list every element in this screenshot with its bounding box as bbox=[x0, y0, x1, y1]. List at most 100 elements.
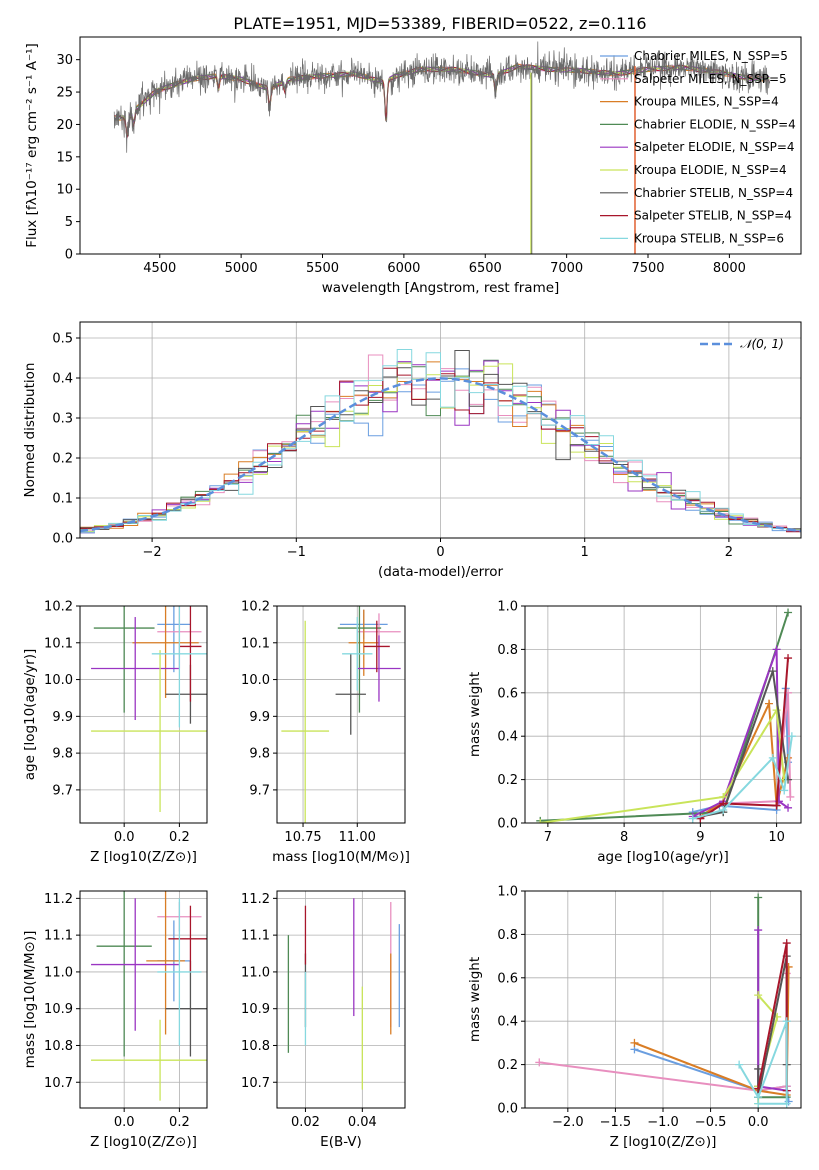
y-tick-label: 10.7 bbox=[44, 1076, 73, 1091]
weight-lines bbox=[536, 608, 796, 823]
x-tick-label: 0.2 bbox=[169, 830, 190, 845]
x-tick-label: 0.2 bbox=[169, 1115, 190, 1130]
y-tick-label: 0.4 bbox=[52, 372, 73, 387]
y-tick-label: 10.0 bbox=[241, 673, 270, 688]
legend-entry: Salpeter ELODIE, N_SSP=4 bbox=[634, 140, 795, 154]
weight-series-5-line bbox=[540, 707, 786, 823]
x-tick-label: 11.00 bbox=[339, 830, 376, 845]
y-tick-label: 0.8 bbox=[497, 928, 518, 943]
x-tick-label: 10.75 bbox=[284, 830, 321, 845]
y-tick-label: 0.6 bbox=[497, 686, 518, 701]
y-tick-label: 5 bbox=[65, 215, 73, 230]
y-tick-label: 10.2 bbox=[241, 600, 270, 615]
weight-point-marker bbox=[782, 1017, 791, 1026]
observed-spectrum-line bbox=[113, 41, 771, 153]
weight-point-marker bbox=[784, 803, 793, 812]
x-tick-label: 7 bbox=[544, 830, 552, 845]
y-tick-label: 11.2 bbox=[241, 892, 270, 907]
y-tick-label: 0 bbox=[65, 248, 73, 263]
x-tick-label: −1.0 bbox=[647, 1115, 679, 1130]
weight-point-marker bbox=[772, 645, 781, 654]
x-axis-label: E(B-V) bbox=[320, 1134, 362, 1150]
x-tick-label: 7500 bbox=[631, 261, 664, 276]
y-tick-label: 0.1 bbox=[52, 492, 73, 507]
y-tick-label: 11.1 bbox=[44, 929, 73, 944]
x-axis-label: mass [log10(M/M⊙)] bbox=[272, 849, 410, 865]
spectrum-panel: 4500 5000 5500 6000 6500 7000 7500 8000 0 5 10 15 20… bbox=[24, 36, 802, 296]
x-tick-label: 6500 bbox=[469, 261, 502, 276]
y-tick-label: 9.8 bbox=[52, 747, 73, 762]
x-tick-label: −2 bbox=[143, 545, 162, 560]
weight-point-marker bbox=[782, 1099, 791, 1108]
weight-series-3-line bbox=[540, 612, 789, 822]
weight-series-6-line bbox=[757, 955, 788, 1098]
weight-point-marker bbox=[754, 926, 763, 935]
figure-title: PLATE=1951, MJD=53389, FIBERID=0522, z=0… bbox=[233, 14, 646, 33]
x-tick-label: −2.0 bbox=[552, 1115, 584, 1130]
y-tick-label: 0.0 bbox=[52, 532, 73, 547]
y-axis-label: mass weight bbox=[467, 672, 483, 757]
weight-point-marker bbox=[754, 991, 763, 1000]
weight-point-marker bbox=[536, 819, 545, 823]
y-tick-label: 10.0 bbox=[44, 673, 73, 688]
x-tick-label: 4500 bbox=[143, 261, 176, 276]
x-tick-label: −1.5 bbox=[600, 1115, 632, 1130]
plot-frame bbox=[79, 36, 802, 255]
y-tick-label: 0.2 bbox=[497, 773, 518, 788]
x-tick-label: 5000 bbox=[225, 261, 258, 276]
errorbar-group bbox=[287, 898, 400, 1090]
legend-entry: Chabrier STELIB, N_SSP=4 bbox=[634, 186, 793, 200]
legend-entry: Salpeter MILES, N_SSP=5 bbox=[634, 72, 787, 86]
z-age-panel: 0.0 0.2 9.7 9.8 9.9 10.0 10.1 10.2 Z [log10(Z/Z⊙… bbox=[22, 600, 208, 865]
y-tick-label: 9.7 bbox=[52, 783, 73, 798]
y-tick-label: 10.1 bbox=[241, 636, 270, 651]
y-axis-label: mass [log10(M/M⊙)] bbox=[22, 931, 38, 1069]
weight-point-marker bbox=[772, 801, 781, 810]
x-tick-label: 0.0 bbox=[114, 1115, 135, 1130]
x-tick-label: 7000 bbox=[550, 261, 583, 276]
y-tick-label: 0.0 bbox=[497, 817, 518, 832]
weight-series-2-line bbox=[699, 699, 789, 818]
y-tick-label: 11.0 bbox=[241, 965, 270, 980]
legend-entry: Kroupa ELODIE, N_SSP=4 bbox=[634, 163, 787, 177]
weight-point-marker bbox=[768, 667, 777, 676]
y-axis-label: Normed distribution bbox=[22, 363, 38, 498]
x-tick-label: 1 bbox=[581, 545, 589, 560]
weight-point-marker bbox=[719, 805, 728, 814]
x-tick-label: 0.0 bbox=[114, 830, 135, 845]
x-axis-label: age [log10(age/yr)] bbox=[597, 849, 729, 865]
x-tick-label: 8000 bbox=[713, 261, 746, 276]
y-axis-label: Flux [fλ10⁻¹⁷ erg cm⁻² s⁻¹ A⁻¹] bbox=[24, 43, 40, 248]
x-tick-label: 0.02 bbox=[291, 1115, 320, 1130]
y-tick-label: 10.8 bbox=[44, 1039, 73, 1054]
legend-entry: Kroupa MILES, N_SSP=4 bbox=[634, 95, 779, 109]
y-axis-label: age [log10(age/yr)] bbox=[22, 649, 38, 781]
x-tick-label: 0 bbox=[436, 545, 444, 560]
weight-point-marker bbox=[735, 1060, 744, 1069]
y-tick-label: 30 bbox=[56, 53, 73, 68]
y-tick-label: 0.4 bbox=[497, 1015, 518, 1030]
errorbar-group bbox=[91, 891, 207, 1101]
y-tick-label: 0.0 bbox=[497, 1102, 518, 1117]
weight-point-marker bbox=[754, 893, 763, 902]
errorbar-group bbox=[91, 606, 207, 812]
weight-series-7-line bbox=[699, 658, 789, 820]
weight-point-marker bbox=[535, 1058, 544, 1067]
weight-point-marker bbox=[786, 792, 795, 801]
mass-age-panel: 10.75 11.00 9.7 9.8 9.9 10.0 10.1 10.2 mass [log… bbox=[241, 600, 410, 866]
weight-series-7-line bbox=[757, 942, 788, 1091]
weight-point-marker bbox=[768, 753, 777, 762]
weight-point-marker bbox=[782, 939, 791, 948]
x-tick-label: −0.5 bbox=[695, 1115, 727, 1130]
y-tick-label: 11.2 bbox=[44, 892, 73, 907]
weight-point-marker bbox=[764, 699, 773, 708]
y-tick-label: 1.0 bbox=[497, 885, 518, 900]
residual-histogram-panel: −2 −1 0 1 2 0.0 0.1 0.2 0.3 0.4 0.5 (data-model)/er… bbox=[22, 321, 802, 580]
plot-frame bbox=[79, 605, 208, 824]
y-tick-label: 1.0 bbox=[497, 600, 518, 615]
y-tick-label: 10.8 bbox=[241, 1039, 270, 1054]
y-tick-label: 10.9 bbox=[44, 1002, 73, 1017]
x-tick-label: −1 bbox=[287, 545, 306, 560]
weight-point-marker bbox=[754, 1099, 763, 1108]
